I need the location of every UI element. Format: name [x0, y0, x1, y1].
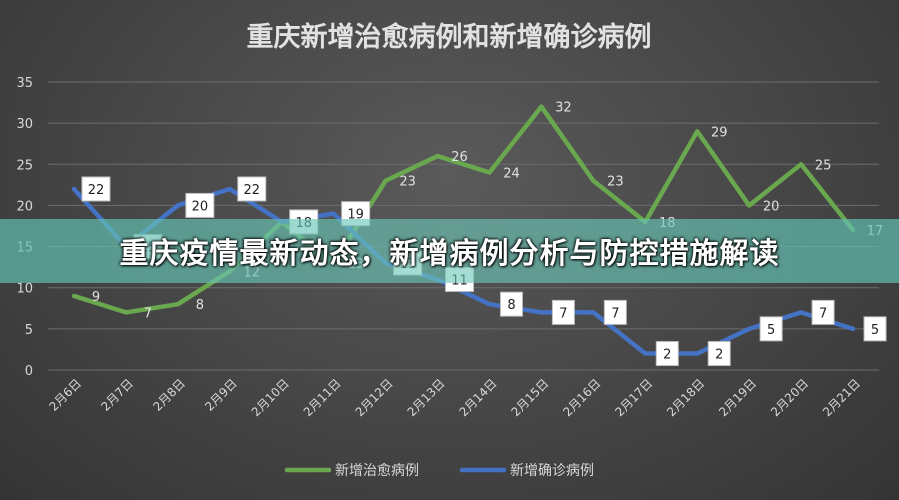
x-tick-label: 2月12日: [353, 376, 396, 419]
data-label-confirmed: 7: [819, 306, 827, 321]
x-tick-label: 2月18日: [664, 376, 707, 419]
legend: 新增治愈病例 新增确诊病例: [284, 463, 594, 479]
data-label-cured: 24: [503, 167, 520, 182]
data-label-confirmed: 5: [871, 323, 879, 338]
y-tick-label: 10: [16, 282, 33, 297]
data-label-confirmed: 8: [507, 298, 515, 313]
data-label-cured: 9: [92, 290, 100, 305]
y-tick-label: 30: [16, 117, 33, 132]
headline-banner: 重庆疫情最新动态，新增病例分析与防控措施解读: [0, 219, 899, 283]
data-label-box-confirmed: [185, 192, 215, 218]
chart-title: 重庆新增治愈病例和新增确诊病例: [247, 21, 652, 53]
data-label-confirmed: 5: [767, 323, 775, 338]
data-label-box-confirmed: [655, 341, 679, 367]
data-label-box-confirmed: [551, 299, 575, 325]
data-label-cured: 29: [711, 125, 728, 140]
headline-text: 重庆疫情最新动态，新增病例分析与防控措施解读: [119, 236, 780, 270]
data-label-confirmed: 7: [611, 306, 619, 321]
data-label-confirmed: 20: [192, 199, 209, 214]
series-line-cured: [71, 104, 856, 315]
y-tick-label: 25: [16, 158, 33, 173]
y-tick-label: 20: [16, 199, 33, 214]
x-tick-label: 2月20日: [768, 376, 811, 419]
legend-label-confirmed: 新增确诊病例: [510, 463, 594, 479]
data-label-cured: 25: [815, 158, 832, 173]
data-label-box-confirmed: [237, 176, 267, 202]
data-label-box-confirmed: [863, 316, 887, 342]
x-tick-label: 2月10日: [249, 376, 292, 419]
x-tick-label: 2月19日: [716, 376, 759, 419]
data-label-cured: 20: [763, 199, 780, 214]
x-axis: 2月6日 2月7日 2月8日 2月9日 2月10日 2月11日 2月12日 2月13日 2月14…: [46, 376, 863, 419]
data-label-confirmed: 22: [88, 183, 105, 198]
x-tick-label: 2月17日: [612, 376, 655, 419]
x-tick-label: 2月6日: [46, 376, 84, 414]
data-label-confirmed: 7: [559, 306, 567, 321]
data-label-box-confirmed: [759, 316, 783, 342]
data-label-box-confirmed: [499, 291, 523, 317]
data-label-confirmed: 2: [663, 348, 671, 363]
y-tick-label: 0: [25, 364, 33, 379]
data-label-confirmed: 22: [244, 183, 261, 198]
x-tick-label: 2月16日: [560, 376, 603, 419]
x-tick-label: 2月7日: [98, 376, 136, 414]
x-tick-label: 2月9日: [202, 376, 240, 414]
data-label-box-confirmed: [811, 299, 835, 325]
data-label-cured: 23: [399, 175, 416, 190]
data-label-cured: 32: [555, 101, 572, 116]
data-label-box-confirmed: [707, 341, 731, 367]
x-tick-label: 2月14日: [457, 376, 500, 419]
data-label-cured: 8: [196, 298, 204, 313]
y-tick-label: 35: [16, 76, 33, 91]
x-tick-label: 2月8日: [150, 376, 188, 414]
data-label-confirmed: 2: [715, 348, 723, 363]
data-label-cured: 23: [607, 175, 624, 190]
data-label-cured: 7: [144, 306, 152, 321]
legend-label-cured: 新增治愈病例: [335, 463, 419, 479]
data-label-box-confirmed: [603, 299, 627, 325]
x-tick-label: 2月13日: [405, 376, 448, 419]
data-label-confirmed: 19: [347, 208, 364, 223]
y-tick-label: 5: [25, 323, 33, 338]
data-label-cured: 26: [451, 150, 468, 165]
x-tick-label: 2月11日: [301, 376, 344, 419]
x-tick-label: 2月15日: [508, 376, 551, 419]
x-tick-label: 2月21日: [820, 376, 863, 419]
data-label-box-confirmed: [81, 176, 111, 202]
